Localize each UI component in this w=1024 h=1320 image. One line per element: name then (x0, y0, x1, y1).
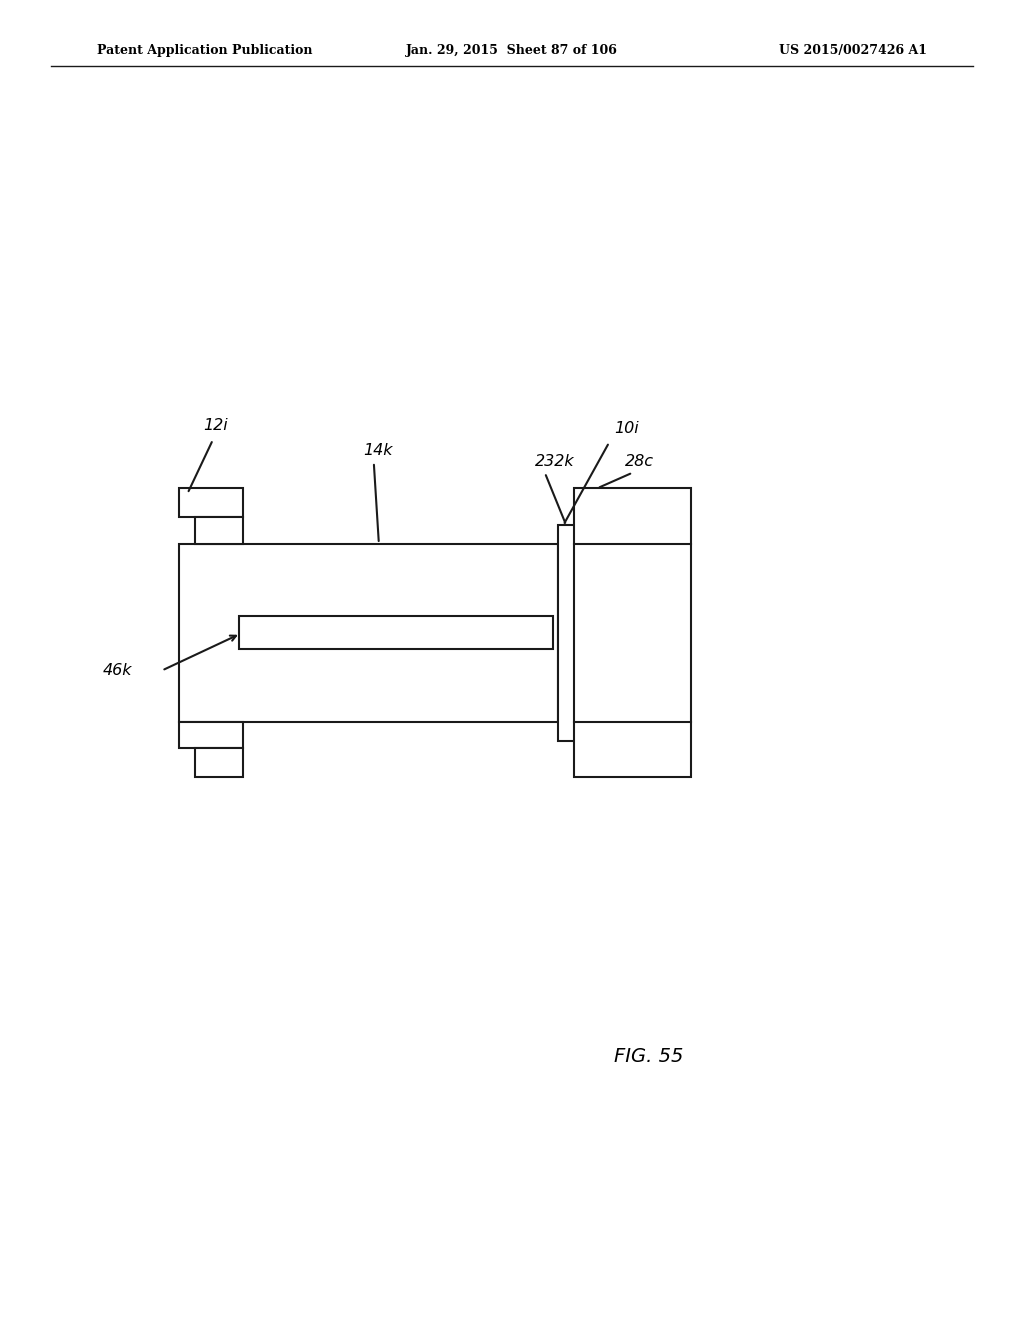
Bar (179, 722, 243, 748)
Text: 12i: 12i (203, 418, 227, 433)
Text: 46k: 46k (102, 663, 132, 678)
Bar (195, 748, 243, 777)
Bar (558, 525, 581, 741)
Text: FIG. 55: FIG. 55 (614, 1047, 684, 1065)
Text: 28c: 28c (625, 454, 653, 469)
Bar (195, 517, 243, 544)
Text: 232k: 232k (535, 454, 574, 469)
Text: 14k: 14k (364, 444, 393, 458)
Bar (179, 488, 243, 517)
Text: Patent Application Publication: Patent Application Publication (97, 44, 312, 57)
Text: Jan. 29, 2015  Sheet 87 of 106: Jan. 29, 2015 Sheet 87 of 106 (407, 44, 617, 57)
Text: 10i: 10i (614, 421, 639, 436)
Text: US 2015/0027426 A1: US 2015/0027426 A1 (778, 44, 927, 57)
Bar (574, 488, 691, 777)
Bar (179, 544, 558, 722)
Bar (239, 616, 553, 649)
